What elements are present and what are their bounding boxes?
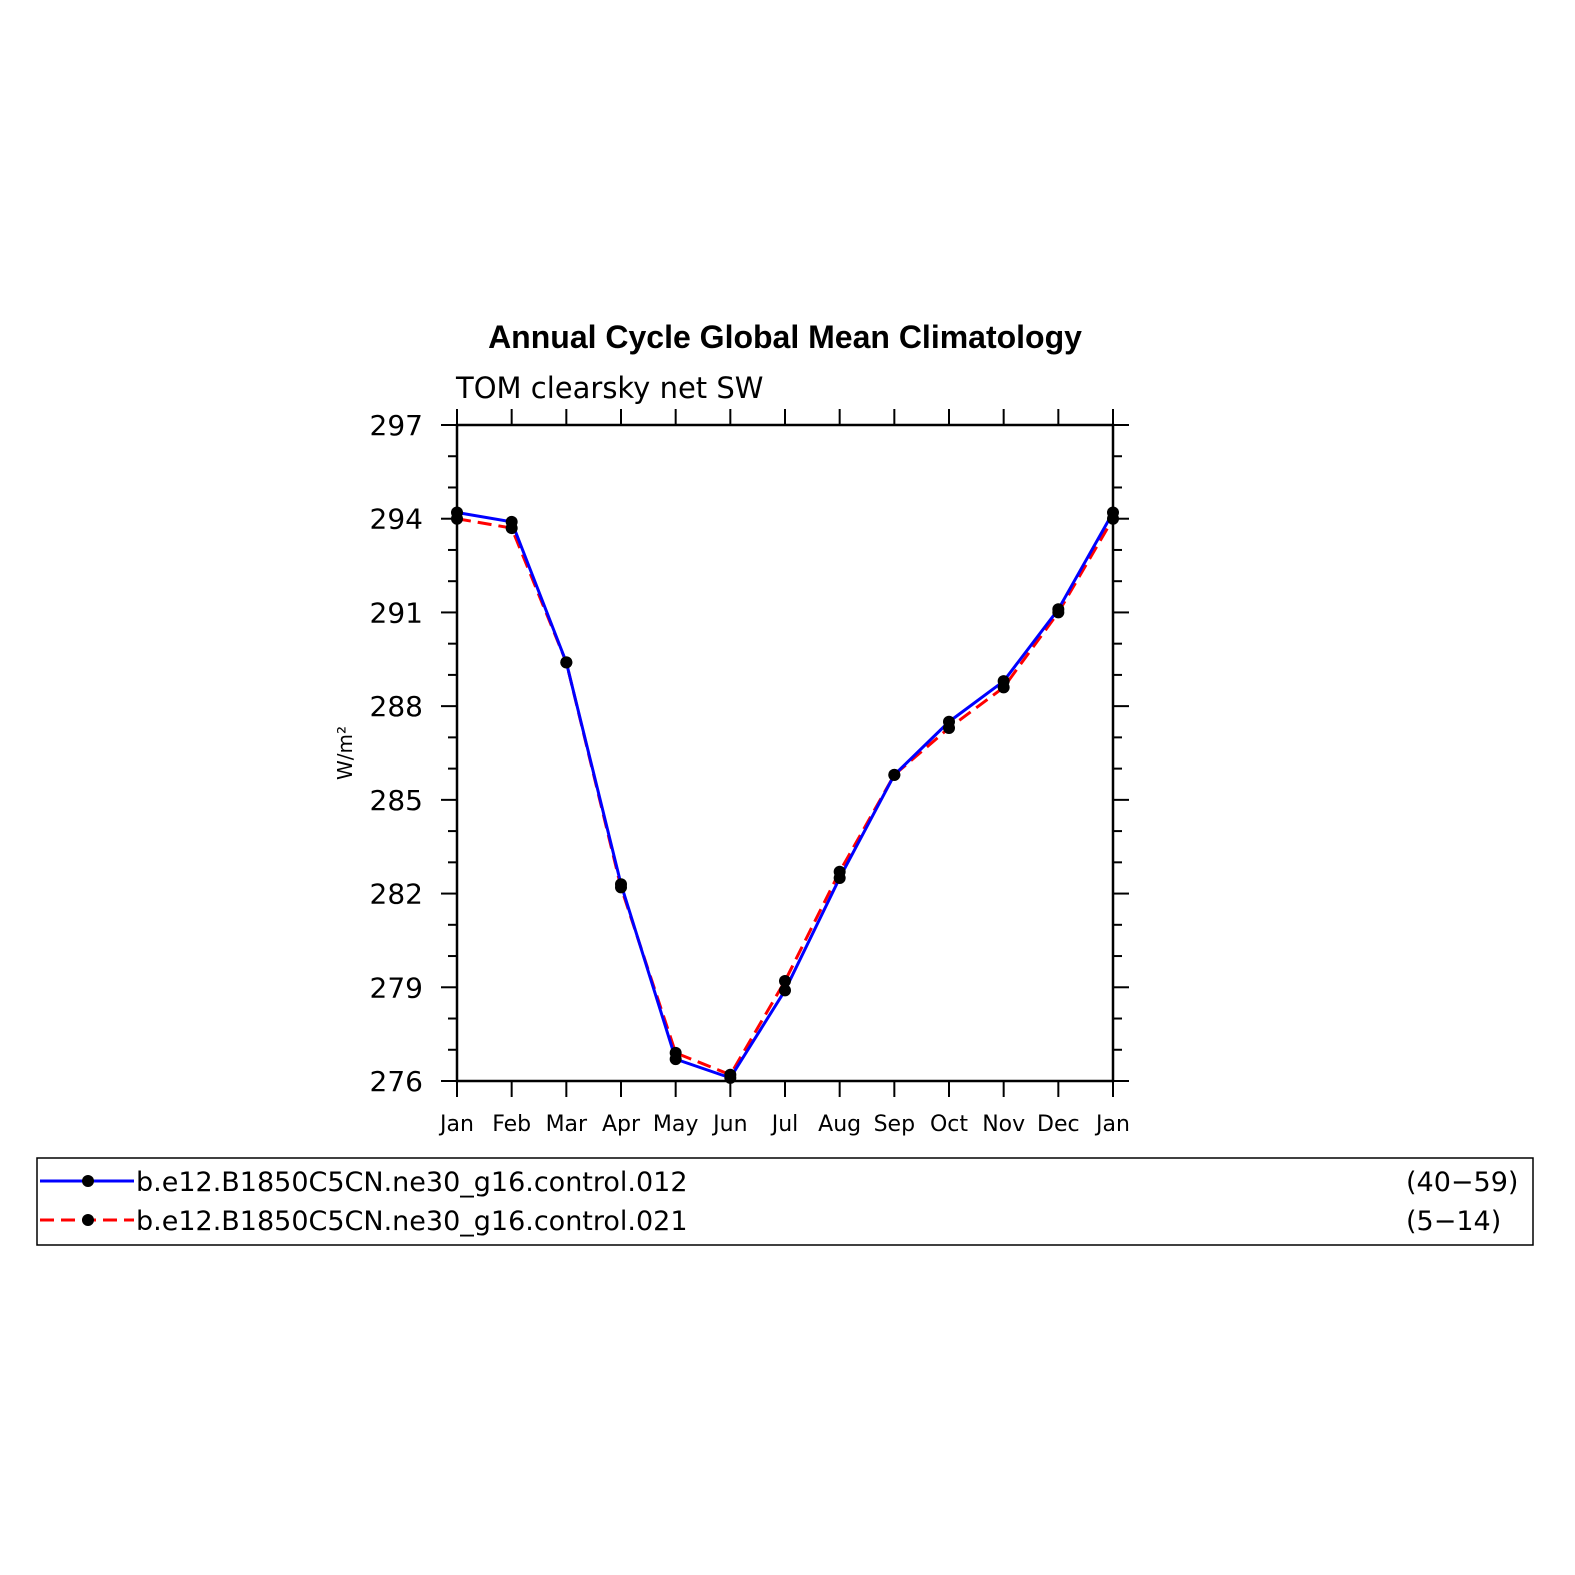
y-tick-label: 291 [370,596,423,629]
data-point [560,656,573,669]
data-point [1052,603,1065,616]
y-tick-label: 285 [370,784,423,817]
y-axis-label: W/m² [333,726,357,780]
y-tick-label: 279 [370,971,423,1004]
data-point [505,515,518,528]
data-point [888,768,901,781]
x-tick-label: Sep [874,1112,915,1137]
y-axis: 276 279 282 285 288 291 294 297 [370,409,1129,1098]
data-point [779,984,791,997]
y-tick-label: 297 [370,409,423,442]
x-tick-label: Nov [982,1112,1025,1137]
y-tick-label: 276 [370,1065,423,1098]
x-axis: Jan Feb Mar Apr May Jun Jul Aug Sep Oct Nov Dec Jan [438,409,1130,1137]
plot-lines [451,506,1119,1084]
legend-marker [82,1175,94,1187]
data-point [833,871,846,884]
legend-series-years: (40−59) [1406,1167,1518,1198]
x-tick-label: Aug [818,1112,861,1137]
x-tick-label: Mar [546,1112,588,1137]
legend: b.e12.B1850C5CN.ne30_g16.control.012 (40−… [36,1157,1534,1246]
y-tick-label: 294 [370,503,423,536]
legend-marker [82,1214,94,1226]
legend-box [36,1157,1534,1246]
x-tick-label: Apr [602,1112,641,1137]
x-tick-label: Jun [711,1112,747,1137]
x-tick-label: Dec [1037,1112,1080,1137]
data-point [943,715,955,728]
y-tick-label: 288 [370,690,423,723]
x-tick-label: May [653,1112,698,1137]
chart-title: Annual Cycle Global Mean Climatology [488,319,1082,355]
x-tick-label: Jan [1094,1112,1130,1137]
data-point [669,1053,682,1066]
x-tick-label: Jul [770,1112,799,1137]
legend-series-name: b.e12.B1850C5CN.ne30_g16.control.012 [136,1167,688,1198]
legend-series-name: b.e12.B1850C5CN.ne30_g16.control.021 [136,1206,688,1237]
x-tick-label: Feb [492,1112,531,1137]
data-point [615,878,627,891]
y-tick-label: 282 [370,878,423,911]
x-tick-label: Jan [438,1112,474,1137]
data-point [997,675,1010,688]
data-point [779,975,791,988]
x-tick-label: Oct [930,1112,968,1137]
chart-subtitle: TOM clearsky net SW [455,371,763,405]
legend-series-years: (5−14) [1406,1206,1501,1237]
